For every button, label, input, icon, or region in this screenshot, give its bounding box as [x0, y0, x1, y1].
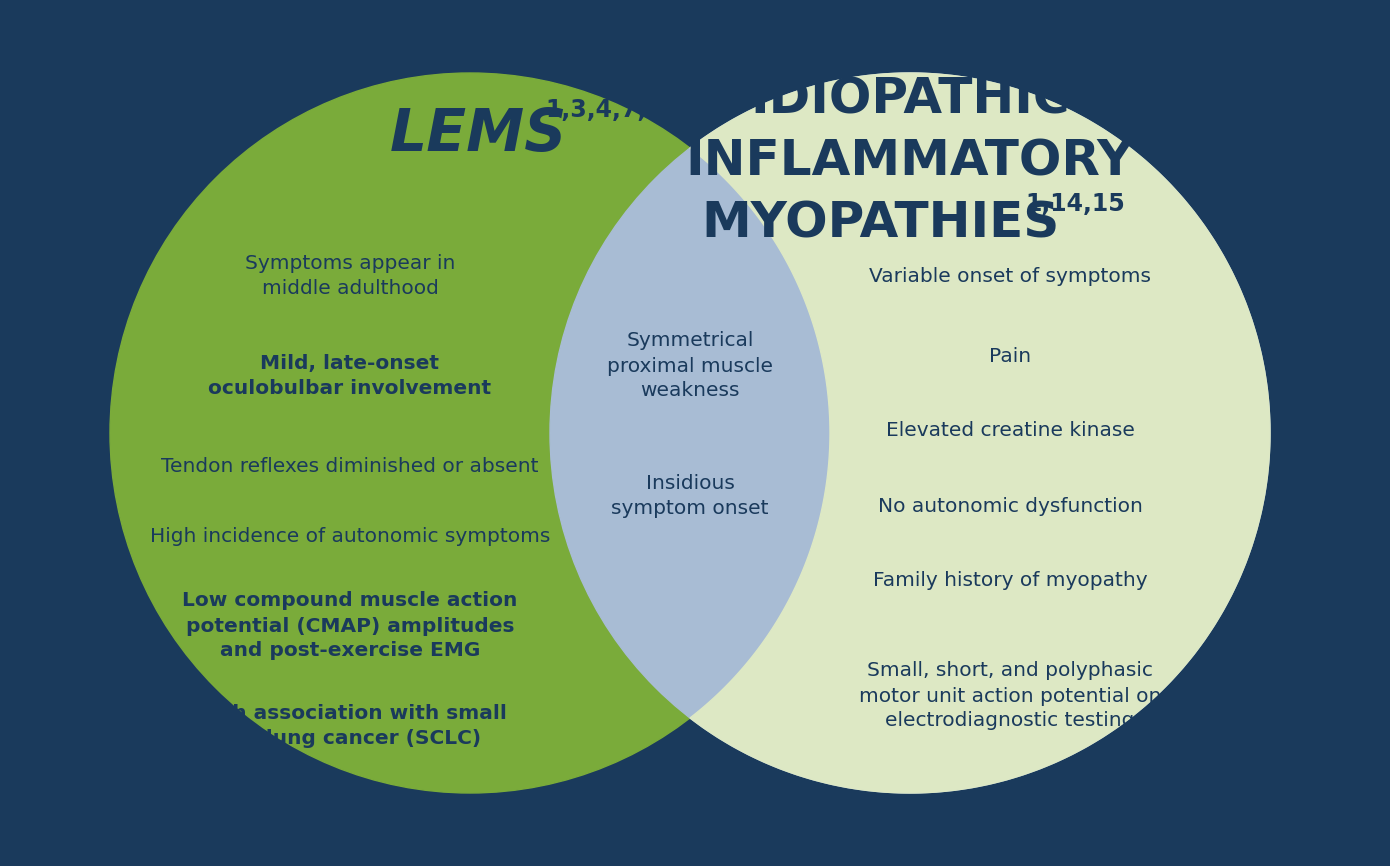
Text: Insidious
symptom onset: Insidious symptom onset	[612, 474, 769, 518]
Text: 1,3,4,7,10: 1,3,4,7,10	[545, 98, 680, 122]
Text: Variable onset of symptoms: Variable onset of symptoms	[869, 267, 1151, 286]
Text: Elevated creatine kinase: Elevated creatine kinase	[885, 422, 1134, 441]
Text: MYOPATHIES: MYOPATHIES	[701, 200, 1059, 248]
Text: Low compound muscle action
potential (CMAP) amplitudes
and post-exercise EMG: Low compound muscle action potential (CM…	[182, 591, 517, 661]
Circle shape	[550, 73, 1270, 793]
Text: Symptoms appear in
middle adulthood: Symptoms appear in middle adulthood	[245, 254, 455, 298]
Text: Pain: Pain	[988, 346, 1031, 365]
Text: High incidence of autonomic symptoms: High incidence of autonomic symptoms	[150, 527, 550, 546]
Text: No autonomic dysfunction: No autonomic dysfunction	[877, 496, 1143, 515]
Text: Mild, late-onset
oculobulbar involvement: Mild, late-onset oculobulbar involvement	[208, 354, 492, 398]
Circle shape	[110, 73, 830, 793]
Polygon shape	[689, 73, 1270, 793]
Text: Tendon reflexes diminished or absent: Tendon reflexes diminished or absent	[161, 456, 539, 475]
Text: IDIOPATHIC: IDIOPATHIC	[751, 76, 1070, 124]
Text: Symmetrical
proximal muscle
weakness: Symmetrical proximal muscle weakness	[607, 332, 773, 400]
Text: LEMS: LEMS	[391, 106, 567, 163]
Text: INFLAMMATORY: INFLAMMATORY	[685, 138, 1134, 186]
Text: Family history of myopathy: Family history of myopathy	[873, 572, 1147, 591]
Text: Small, short, and polyphasic
motor unit action potential on
electrodiagnostic te: Small, short, and polyphasic motor unit …	[859, 662, 1161, 731]
Text: High association with small
cell lung cancer (SCLC): High association with small cell lung ca…	[193, 704, 506, 748]
Text: 1,14,15: 1,14,15	[1024, 192, 1125, 216]
